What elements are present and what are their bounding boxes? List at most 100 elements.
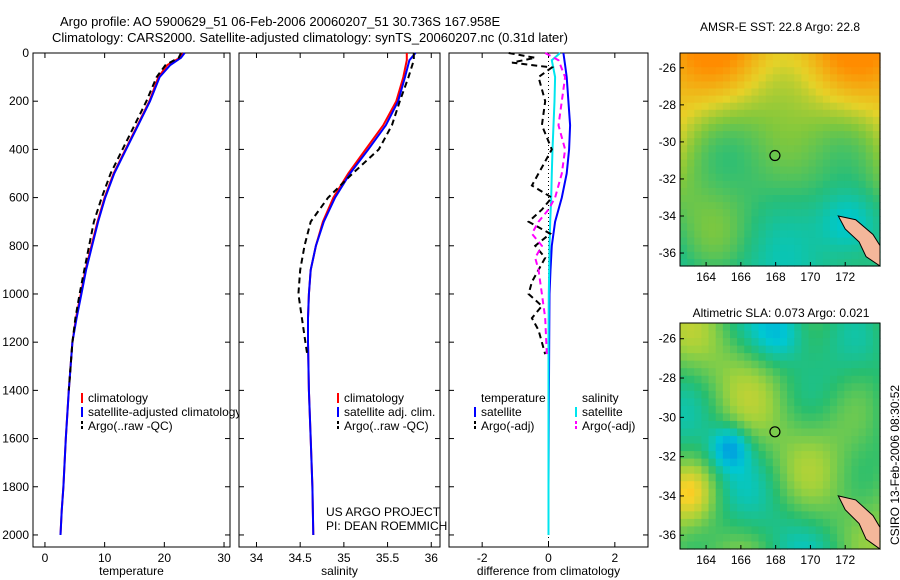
map-cell [780,187,788,196]
map-cell [737,398,745,407]
map-cell [751,390,760,399]
map-cell [865,428,874,437]
map-cell [844,95,853,104]
map-cell [765,159,774,168]
map-cell [715,338,724,347]
map-cell [701,124,710,132]
map-cell [844,173,853,182]
map-cell [737,488,745,497]
map-cell [794,138,803,146]
map-cell [787,420,795,430]
map-cell [680,420,688,430]
map-cell [765,209,774,217]
map-cell [701,258,710,267]
legend-label: Argo(..raw -QC) [344,419,429,433]
map-cell [837,131,845,139]
map-cell [808,237,817,246]
map-cell [837,436,845,445]
map-cell [787,244,795,253]
map-cell [744,237,753,246]
map-cell [801,187,810,196]
map-cell [701,353,710,362]
map-cell [837,473,845,482]
map-cell [687,124,695,132]
map-cell [758,116,767,125]
map-cell [830,159,838,168]
map-cell [844,202,853,210]
map-cell [758,159,767,168]
map-cell [787,195,795,203]
map-cell [751,518,760,527]
map-cell [851,88,860,97]
map-cell [722,53,731,61]
map-cell [751,145,760,153]
map-cell [794,473,803,482]
map-cell [858,375,867,384]
map-cell [844,131,853,139]
map-cell [787,541,795,550]
y-tick-label: 1600 [2,432,29,446]
map-cell [737,209,745,217]
map-cell [680,458,688,467]
map-cell [815,428,824,437]
map-cell [830,526,838,535]
map-cell [694,383,703,392]
map-cell [737,323,745,332]
map-cell [687,251,695,260]
map-cell [772,109,781,118]
map-cell [758,109,767,118]
map-cell [780,209,788,217]
map-cell [772,187,781,196]
map-cell [787,436,795,445]
map-cell [722,375,731,384]
map-cell [780,323,788,332]
map-cell [694,173,703,182]
map-cell [858,353,867,362]
map-cell [708,74,717,82]
map-cell [751,345,760,354]
map-cell [865,74,874,82]
map-cell [808,202,817,210]
map-cell [708,451,717,460]
map-cell [680,102,688,111]
map-cell [765,496,774,505]
map-cell [687,131,695,139]
map-cell [808,436,817,445]
map-cell [730,67,738,75]
map-cell [808,511,817,520]
map-cell [744,88,753,97]
map-cell [858,413,867,422]
map-cell [830,67,838,75]
map-cell [801,451,810,460]
map-cell [822,443,831,452]
map-cell [808,251,817,260]
map-cell [751,375,760,384]
map-cell [765,330,774,339]
map-cell [772,526,781,535]
map-cell [772,353,781,362]
map-cell [730,330,738,339]
map-cell [780,405,788,414]
map-cell [851,166,860,175]
map-cell [708,60,717,68]
map-cell [780,124,788,132]
map-cell [865,541,874,550]
map-cell [822,383,831,392]
map-cell [858,180,867,189]
map-cell [830,209,838,217]
axes-box [238,52,441,548]
map-cell [701,368,710,377]
map-cell [730,413,738,422]
map-cell [851,81,860,90]
map-cell [701,458,710,467]
map-cell [837,398,845,407]
map-cell [772,518,781,527]
map-cell [701,95,710,104]
map-cell [715,216,724,224]
map-cell [715,383,724,392]
map-cell [815,187,824,196]
map-cell [694,451,703,460]
axes-box [32,52,231,548]
map-cell [758,496,767,505]
map-y-tick-label: -34 [659,209,677,223]
